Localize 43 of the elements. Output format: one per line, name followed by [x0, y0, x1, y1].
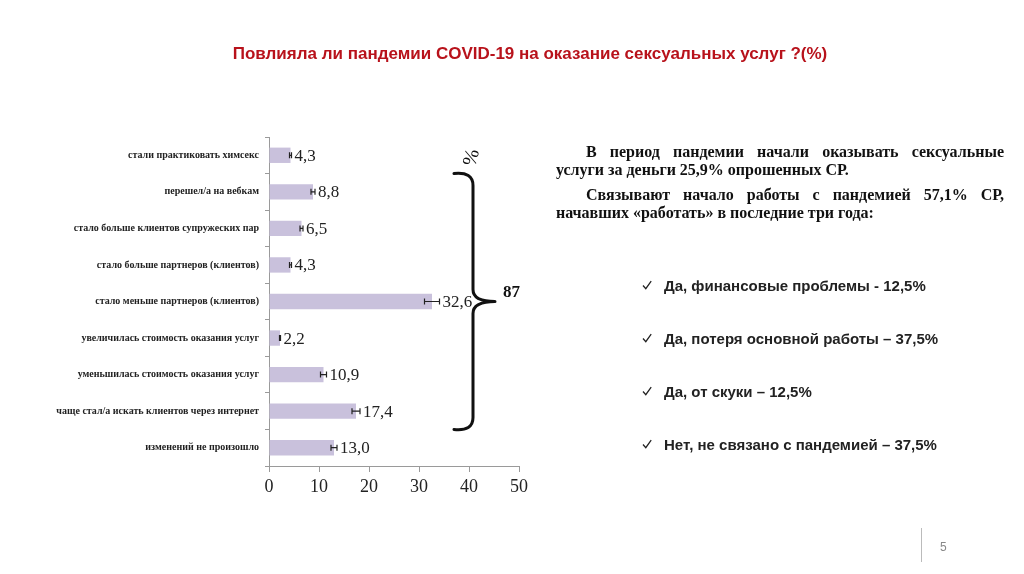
data-label: 4,3 — [294, 145, 316, 165]
text: Связывают начало работы с пандемией 57,1% СР, начавших «работать» в последние три года: — [556, 186, 1004, 222]
data-label: 13,0 — [340, 438, 370, 458]
text: В период пандемии начали оказывать сексуальные услуги за деньги 25,9% опрошенных СР. — [556, 143, 1004, 179]
bar — [269, 184, 313, 200]
text: Да, от скуки – 12,5% — [664, 382, 812, 400]
bar — [269, 220, 302, 237]
bar — [269, 293, 432, 310]
bar — [269, 403, 356, 419]
annotation: 87 — [503, 281, 521, 301]
y-tick-label: стали практиковать химсекс — [128, 148, 260, 160]
bar — [269, 147, 291, 163]
bar — [269, 257, 291, 273]
y-tick-label: увеличилась стоимость оказания услуг — [81, 331, 260, 343]
data-label: 4,3 — [294, 255, 316, 275]
y-tick-label: изменений не произошло — [145, 441, 259, 453]
bar — [269, 440, 334, 456]
y-tick-label: уменьшилась стоимость оказания услуг — [77, 368, 260, 380]
y-tick-label: стало меньше партнеров (клиентов) — [95, 295, 259, 308]
data-label: 8,8 — [318, 182, 340, 202]
bar — [269, 366, 324, 383]
y-tick-label: чаще стал/а искать клиентов через интернет — [56, 404, 260, 416]
x-tick-label: 30 — [410, 475, 428, 496]
data-label: 6,5 — [306, 218, 328, 238]
annotation: % — [457, 146, 484, 168]
x-tick-label: 10 — [310, 475, 328, 496]
bar — [269, 330, 280, 346]
data-label: 2,2 — [283, 328, 305, 348]
x-tick-label: 0 — [264, 475, 274, 496]
text: Да, финансовые проблемы - 12,5% — [664, 276, 926, 294]
text: Нет, не связано с пандемией – 37,5% — [664, 435, 937, 453]
data-label: 32,6 — [442, 291, 473, 311]
y-tick-label: стало больше партнеров (клиентов) — [96, 258, 259, 271]
x-tick-label: 40 — [460, 475, 478, 496]
y-tick-label: перешел/а на вебкам — [164, 185, 260, 197]
y-tick-label: стало больше клиентов супружеских пар — [73, 221, 260, 233]
data-label: 10,9 — [329, 365, 360, 385]
text: Да, потеря основной работы – 37,5% — [664, 329, 939, 347]
text: 5 — [940, 540, 947, 554]
x-tick-label: 20 — [360, 475, 378, 496]
data-label: 17,4 — [363, 401, 394, 421]
chart-title: Повлияла ли пандемии COVID-19 на оказание сексуальных услуг ?(%) — [231, 44, 829, 64]
x-tick-label: 50 — [510, 475, 528, 496]
